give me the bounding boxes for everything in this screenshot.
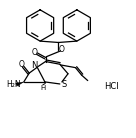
Text: O: O bbox=[18, 60, 24, 69]
Polygon shape bbox=[16, 82, 24, 86]
Text: H: H bbox=[40, 85, 45, 91]
Text: O: O bbox=[31, 48, 37, 57]
Text: H₂N: H₂N bbox=[6, 80, 21, 89]
Text: N: N bbox=[31, 61, 37, 70]
Text: S: S bbox=[61, 80, 67, 89]
Text: O: O bbox=[59, 45, 65, 54]
Text: HCl: HCl bbox=[104, 82, 119, 91]
